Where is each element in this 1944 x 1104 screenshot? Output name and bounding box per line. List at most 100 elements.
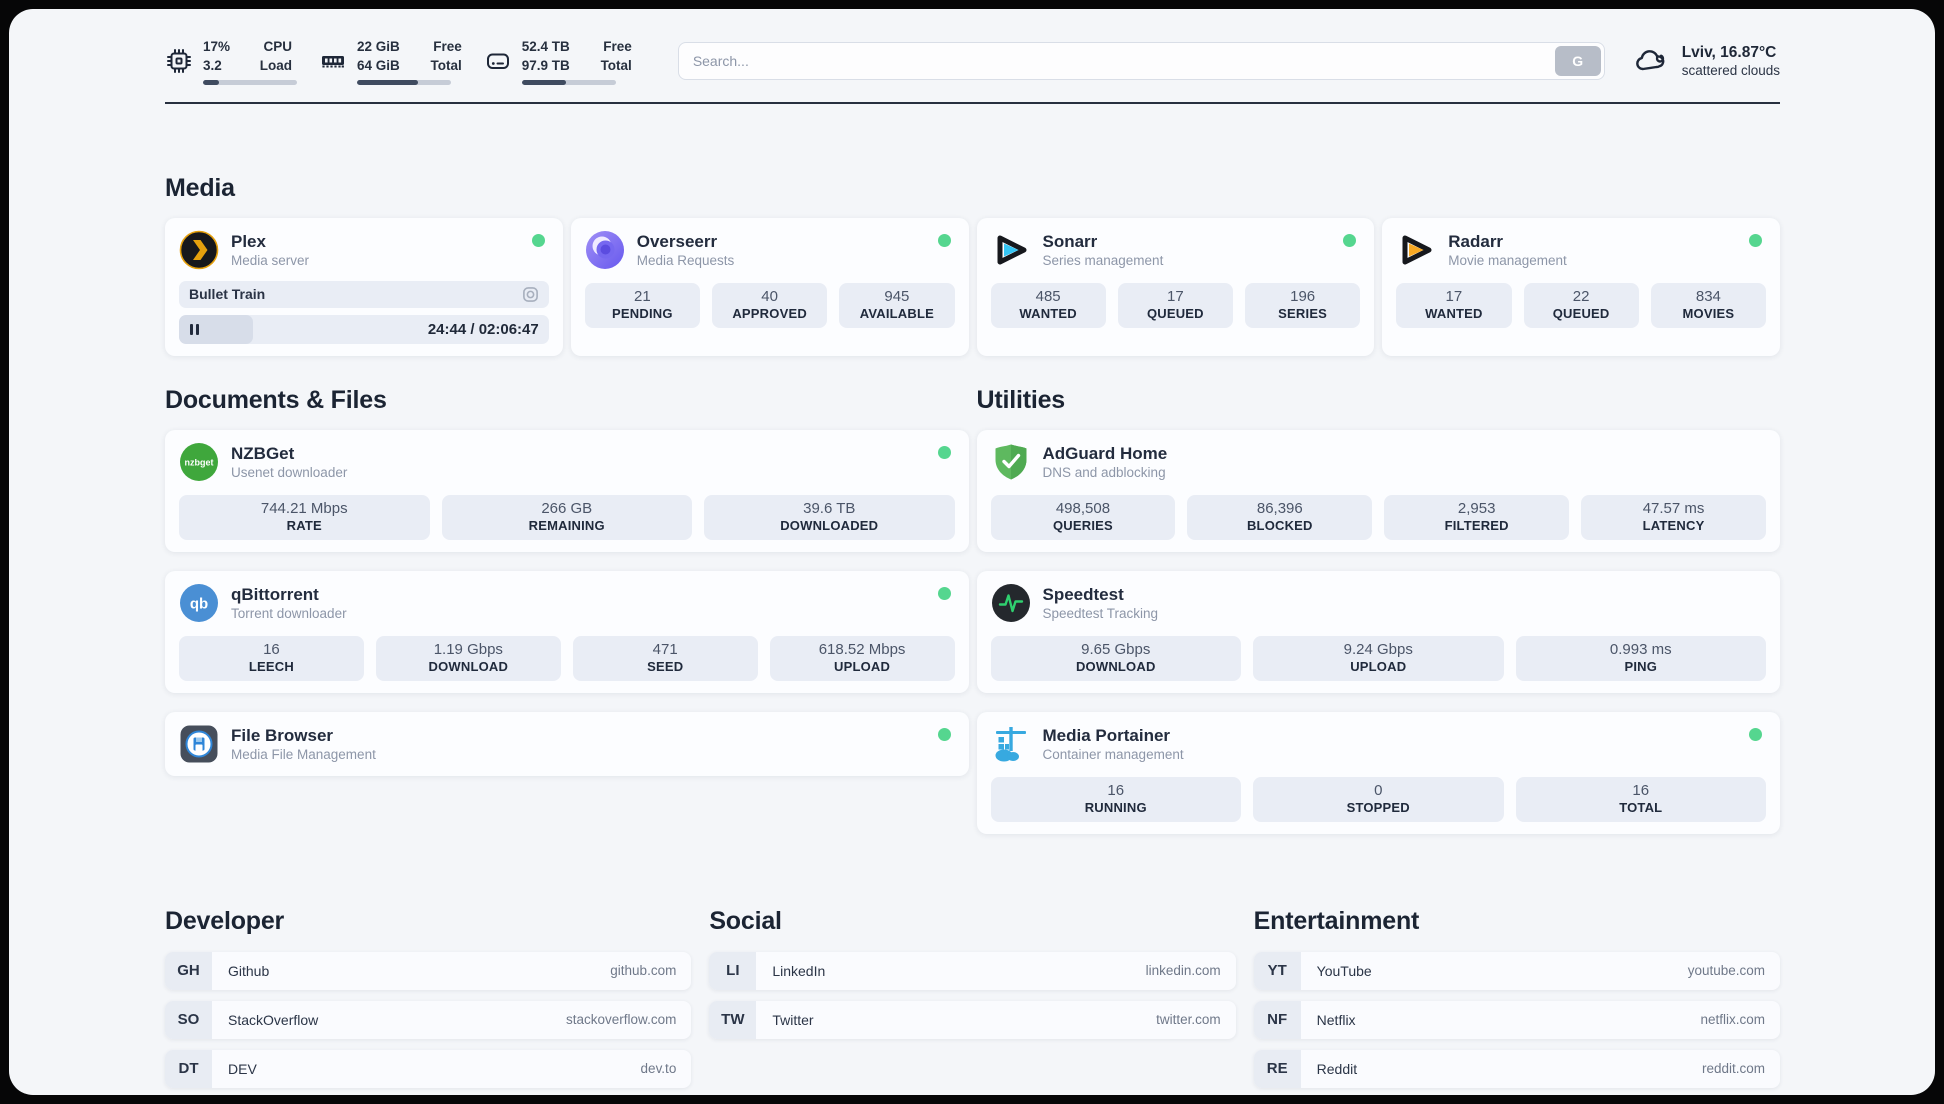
stat-label: UPLOAD (1350, 658, 1407, 674)
now-playing-bar[interactable]: Bullet Train (179, 280, 549, 308)
ram-label-2: Total (430, 57, 462, 73)
cpu-usage: 17% (203, 39, 231, 54)
stat-ping: 0.993 ms PING (1515, 635, 1766, 681)
cloud-icon (1635, 50, 1665, 71)
link-badge: YT (1253, 951, 1301, 990)
documents-column: Documents & Files nzbget NZBGet Usenet d… (165, 386, 969, 853)
overseerr-icon (585, 230, 624, 269)
search-input[interactable] (677, 42, 1605, 81)
link-youtube[interactable]: YT YouTube youtube.com (1253, 951, 1780, 990)
link-twitter[interactable]: TW Twitter twitter.com (709, 1000, 1236, 1039)
filebrowser-icon (180, 725, 218, 763)
link-badge: SO (165, 1000, 212, 1039)
stat-remaining: 266 GB REMAINING (441, 494, 692, 540)
link-url: twitter.com (1156, 1012, 1221, 1028)
app-title: File Browser (231, 725, 334, 745)
stat-label: APPROVED (732, 305, 807, 321)
stat-label: WANTED (1019, 305, 1077, 321)
link-badge: LI (709, 951, 757, 990)
stat-label: REMAINING (528, 517, 605, 533)
app-card-nzbget[interactable]: nzbget NZBGet Usenet downloader 744.21 M… (165, 429, 969, 552)
stat-value: 40 (761, 287, 778, 305)
stat-label: WANTED (1425, 305, 1483, 321)
stat-value: 9.65 Gbps (1081, 640, 1151, 658)
link-name: Github (228, 962, 270, 979)
stat-label: STOPPED (1346, 799, 1410, 815)
link-url: github.com (610, 963, 677, 979)
ram-labels: Free Total (424, 38, 462, 76)
link-linkedin[interactable]: LI LinkedIn linkedin.com (709, 951, 1236, 990)
links-developer: Developer GH Github github.com SO StackO… (165, 907, 692, 1095)
search-engine-button[interactable]: G (1554, 46, 1601, 77)
svg-text:qb: qb (190, 595, 208, 612)
app-title: Plex (231, 231, 266, 251)
cpu-progress-fill (203, 79, 219, 85)
link-netflix[interactable]: NF Netflix netflix.com (1253, 1000, 1780, 1039)
link-dev[interactable]: DT DEV dev.to (165, 1049, 692, 1088)
app-title: Speedtest (1042, 584, 1124, 604)
stat-value: 945 (884, 287, 910, 305)
app-card-portainer[interactable]: Media Portainer Container management 16 … (976, 711, 1780, 834)
stat-value: 17 (1167, 287, 1184, 305)
ram-progress-fill (357, 79, 419, 85)
playback-progress[interactable]: 24:44 / 02:06:47 (179, 314, 549, 344)
app-card-overseerr[interactable]: Overseerr Media Requests 21 PENDING 40 A… (570, 217, 969, 356)
disk-free: 52.4 TB (521, 39, 570, 54)
stat-leech: 16 LEECH (179, 635, 364, 681)
link-url: dev.to (640, 1061, 677, 1077)
status-dot (937, 586, 951, 600)
cpu-metric: 17% 3.2 CPU Load (165, 38, 297, 85)
stat-label: UPLOAD (834, 658, 891, 674)
ram-free: 22 GiB (357, 39, 400, 54)
stat-downloaded: 39.6 TB DOWNLOADED (704, 494, 955, 540)
app-card-qbittorrent[interactable]: qb qBittorrent Torrent downloader 16 LEE… (165, 570, 969, 693)
section-heading-utilities: Utilities (976, 385, 1066, 414)
app-subtitle: DNS and adblocking (1042, 464, 1166, 480)
stat-value: 0 (1374, 781, 1383, 799)
speedtest-icon (991, 583, 1030, 622)
link-badge: RE (1253, 1049, 1301, 1088)
svg-text:nzbget: nzbget (185, 457, 214, 467)
section-heading-entertainment: Entertainment (1253, 906, 1420, 935)
search-bar: G (677, 42, 1605, 81)
stat-value: 39.6 TB (803, 499, 856, 517)
radarr-icon (1402, 235, 1432, 265)
app-title: Radarr (1448, 231, 1504, 251)
app-card-plex[interactable]: Plex Media server Bullet Train 24:44 / 0… (165, 217, 563, 356)
stat-rate: 744.21 Mbps RATE (179, 494, 430, 540)
ram-values: 22 GiB 64 GiB (357, 38, 400, 76)
app-card-adguard[interactable]: AdGuard Home DNS and adblocking 498,508 … (976, 429, 1780, 552)
status-dot (531, 233, 545, 247)
pause-icon[interactable] (190, 323, 199, 335)
stat-upload: 9.24 Gbps UPLOAD (1253, 635, 1504, 681)
link-name: StackOverflow (228, 1011, 319, 1028)
link-reddit[interactable]: RE Reddit reddit.com (1253, 1049, 1780, 1088)
stat-download: 9.65 Gbps DOWNLOAD (990, 635, 1241, 681)
stat-label: DOWNLOAD (428, 658, 509, 674)
app-subtitle: Torrent downloader (231, 605, 347, 621)
app-title: Sonarr (1042, 231, 1098, 251)
section-heading-social: Social (709, 906, 782, 935)
stat-pending: 21 PENDING (584, 282, 700, 328)
app-card-speedtest[interactable]: Speedtest Speedtest Tracking 9.65 Gbps D… (976, 570, 1780, 693)
link-github[interactable]: GH Github github.com (165, 951, 692, 990)
link-stackoverflow[interactable]: SO StackOverflow stackoverflow.com (165, 1000, 692, 1039)
link-name: LinkedIn (772, 962, 826, 979)
stat-value: 16 (1107, 781, 1125, 799)
link-url: stackoverflow.com (566, 1012, 677, 1028)
stat-queued: 17 QUEUED (1117, 282, 1233, 328)
app-subtitle: Usenet downloader (231, 464, 348, 480)
stat-label: PENDING (612, 305, 673, 321)
app-card-sonarr[interactable]: Sonarr Series management 485 WANTED 17 Q… (976, 217, 1375, 356)
stat-value: 17 (1445, 287, 1463, 305)
section-heading-media: Media (165, 173, 235, 202)
header-divider (165, 101, 1780, 104)
link-url: linkedin.com (1145, 963, 1221, 979)
stat-value: 834 (1695, 287, 1721, 305)
app-card-radarr[interactable]: Radarr Movie management 17 WANTED 22 QUE… (1382, 217, 1780, 356)
app-card-filebrowser[interactable]: File Browser Media File Management (165, 711, 969, 776)
link-url: youtube.com (1687, 963, 1765, 979)
stat-value: 471 (652, 640, 678, 658)
links-entertainment: Entertainment YT YouTube youtube.com NF … (1253, 906, 1780, 1095)
stat-value: 16 (263, 640, 280, 658)
